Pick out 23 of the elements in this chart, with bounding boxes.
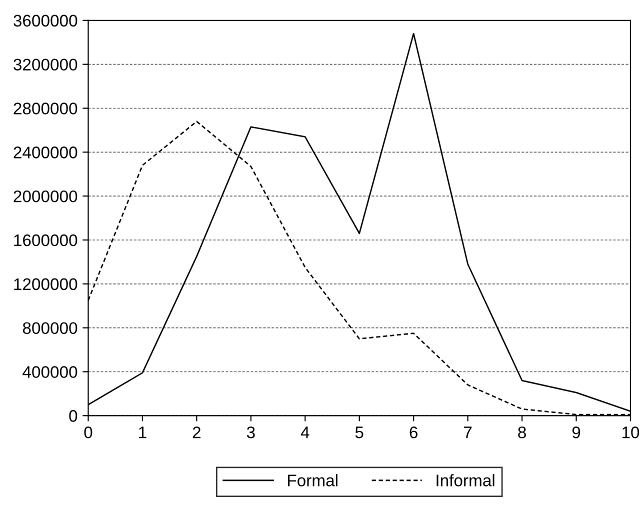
x-tick-label: 2: [192, 426, 200, 438]
x-tick-label: 6: [410, 426, 418, 438]
y-tick-label: 2000000: [14, 190, 78, 202]
y-tick-label: 2400000: [14, 146, 78, 158]
y-tick-label: 400000: [22, 366, 78, 378]
legend-label: Informal: [436, 474, 494, 486]
x-tick-label: 10: [622, 426, 640, 438]
y-tick-label: 1200000: [14, 278, 78, 290]
y-tick-label: 3200000: [14, 58, 78, 71]
y-tick-label: 2800000: [14, 102, 78, 114]
x-tick-label: 0: [84, 426, 92, 438]
y-tick-label: 800000: [22, 322, 78, 334]
x-tick-label: 1: [139, 426, 146, 438]
y-tick-label: 1600000: [14, 234, 78, 246]
x-tick-label: 8: [518, 426, 526, 438]
y-tick-label: 3600000: [14, 14, 78, 27]
x-tick-label: 3: [246, 426, 255, 438]
x-tick-label: 7: [464, 426, 472, 438]
x-tick-label: 5: [355, 426, 364, 438]
legend-label: Formal: [288, 474, 338, 486]
y-tick-label: 0: [69, 410, 78, 422]
x-tick-label: 4: [300, 426, 310, 438]
x-tick-label: 9: [572, 426, 580, 438]
